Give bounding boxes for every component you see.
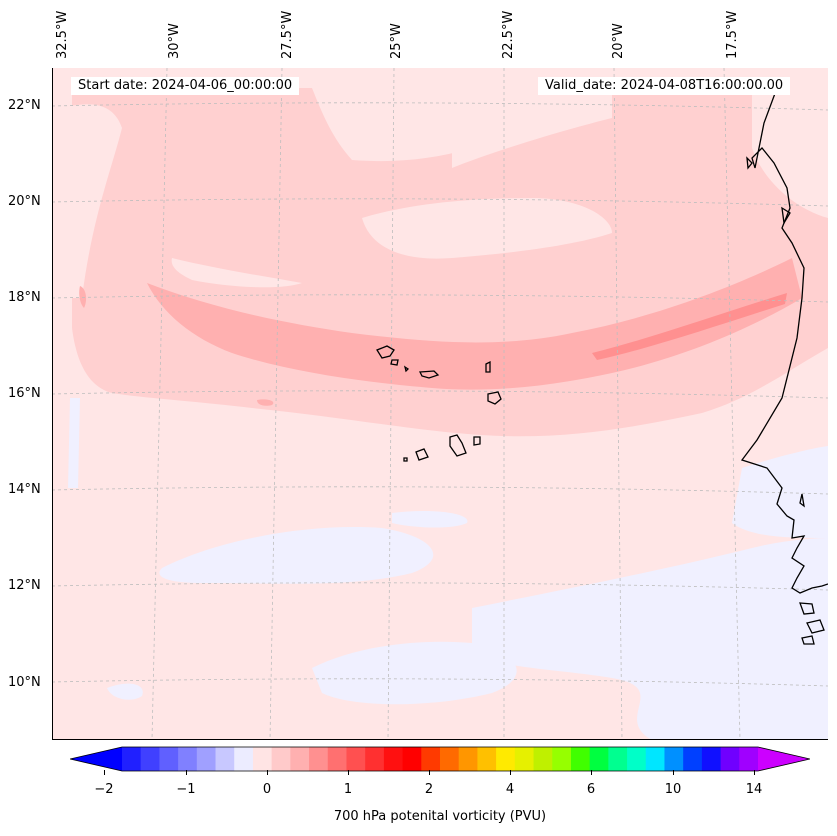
- cb-label-minus2: −2: [94, 782, 114, 797]
- colorbar-segment: [252, 747, 273, 771]
- colorbar-segment: [271, 747, 291, 771]
- start-date-label: Start date: 2024-04-06_00:00:00: [71, 77, 300, 95]
- pv-negative-region-southwest: [159, 527, 434, 584]
- lon-label-32.5w: 32.5°W: [55, 10, 70, 59]
- colorbar-segment: [196, 747, 217, 771]
- lon-label-20w: 20°W: [611, 23, 626, 59]
- cb-tick-5: [510, 770, 511, 775]
- colorbar-segment: [627, 747, 647, 771]
- cb-tick-1: [186, 770, 187, 775]
- map-panel[interactable]: [52, 68, 828, 740]
- colorbar-segment: [570, 747, 591, 771]
- colorbar: [69, 744, 811, 774]
- colorbar-segment: [458, 747, 478, 771]
- lon-label-22.5w: 22.5°W: [501, 10, 516, 59]
- map-frame-bottom: [52, 739, 828, 740]
- pv-negative-region-southeast: [472, 538, 828, 740]
- lon-label-25w: 25°W: [389, 23, 404, 59]
- colorbar-segment: [533, 747, 553, 771]
- pv-inset-center: [362, 198, 612, 259]
- cape-verde-islands: [376, 345, 502, 462]
- lat-label-14n: 14°N: [8, 482, 41, 497]
- pv-inset-north-center: [312, 88, 612, 162]
- colorbar-segment: [309, 747, 329, 771]
- colorbar-segment: [608, 747, 628, 771]
- colorbar-segment: [178, 747, 198, 771]
- cb-label-1: 1: [343, 782, 353, 797]
- pv-negative-region-east: [732, 446, 828, 538]
- colorbar-segment: [290, 747, 310, 771]
- pv-inset-west: [171, 258, 302, 288]
- colorbar-segment: [234, 747, 254, 771]
- map-frame-left: [52, 68, 53, 740]
- colorbar-segment: [215, 747, 235, 771]
- pv-negative-region-left: [68, 398, 80, 488]
- graticule: [52, 68, 828, 740]
- colorbar-segment: [122, 747, 142, 771]
- cb-tick-2: [267, 770, 268, 775]
- cb-tick-8: [754, 770, 755, 775]
- pv-high-spot-south: [257, 399, 274, 406]
- pv-moderate-band: [147, 258, 802, 390]
- cb-label-minus1: −1: [176, 782, 196, 797]
- colorbar-segment: [402, 747, 422, 771]
- colorbar-segment: [683, 747, 703, 771]
- colorbar-segment: [421, 747, 441, 771]
- cb-tick-7: [673, 770, 674, 775]
- colorbar-segment: [514, 747, 535, 771]
- colorbar-segment: [739, 747, 759, 771]
- lat-label-22n: 22°N: [8, 98, 41, 113]
- colorbar-segment: [589, 747, 609, 771]
- colorbar-segment: [496, 747, 516, 771]
- cb-tick-0: [104, 770, 105, 775]
- cb-tick-3: [348, 770, 349, 775]
- lon-label-17.5w: 17.5°W: [725, 10, 740, 59]
- lat-label-20n: 20°N: [8, 194, 41, 209]
- colorbar-segment: [720, 747, 740, 771]
- lat-label-12n: 12°N: [8, 578, 41, 593]
- colorbar-title: 700 hPa potenital vorticity (PVU): [333, 809, 547, 824]
- colorbar-segment: [645, 747, 665, 771]
- colorbar-segment: [327, 747, 347, 771]
- colorbar-segment: [159, 747, 179, 771]
- pv-negative-region-bottom-left: [107, 683, 143, 700]
- colorbar-segment: [346, 747, 366, 771]
- colorbar-graphic: [69, 746, 811, 772]
- colorbar-extend-min: [70, 747, 122, 771]
- lat-label-18n: 18°N: [8, 290, 41, 305]
- colorbar-segment: [140, 747, 160, 771]
- cb-label-6: 6: [586, 782, 596, 797]
- potential-vorticity-map: [52, 68, 828, 740]
- pv-high-strip: [592, 293, 787, 360]
- lon-label-27.5w: 27.5°W: [280, 10, 295, 59]
- valid-date-label: Valid_date: 2024-04-08T16:00:00.00: [538, 77, 791, 95]
- cb-tick-4: [429, 770, 430, 775]
- cb-tick-6: [591, 770, 592, 775]
- colorbar-extend-max: [758, 747, 810, 771]
- cb-label-2: 2: [424, 782, 434, 797]
- lat-label-10n: 10°N: [8, 675, 41, 690]
- pv-negative-region-south: [312, 641, 517, 705]
- colorbar-segment: [552, 747, 572, 771]
- pv-negative-region-mid: [392, 511, 468, 528]
- pv-inset-northwest: [62, 104, 122, 298]
- cb-label-14: 14: [745, 782, 763, 797]
- colorbar-segment: [701, 747, 722, 771]
- colorbar-segment: [440, 747, 460, 771]
- colorbar-segment: [365, 747, 385, 771]
- lon-label-30w: 30°W: [167, 23, 182, 59]
- colorbar-segment: [383, 747, 404, 771]
- cb-label-0: 0: [262, 782, 272, 797]
- lat-label-16n: 16°N: [8, 386, 41, 401]
- colorbar-segment: [477, 747, 497, 771]
- cb-label-10: 10: [664, 782, 682, 797]
- african-coastline: [740, 87, 828, 645]
- cb-label-4: 4: [505, 782, 515, 797]
- colorbar-segment: [664, 747, 684, 771]
